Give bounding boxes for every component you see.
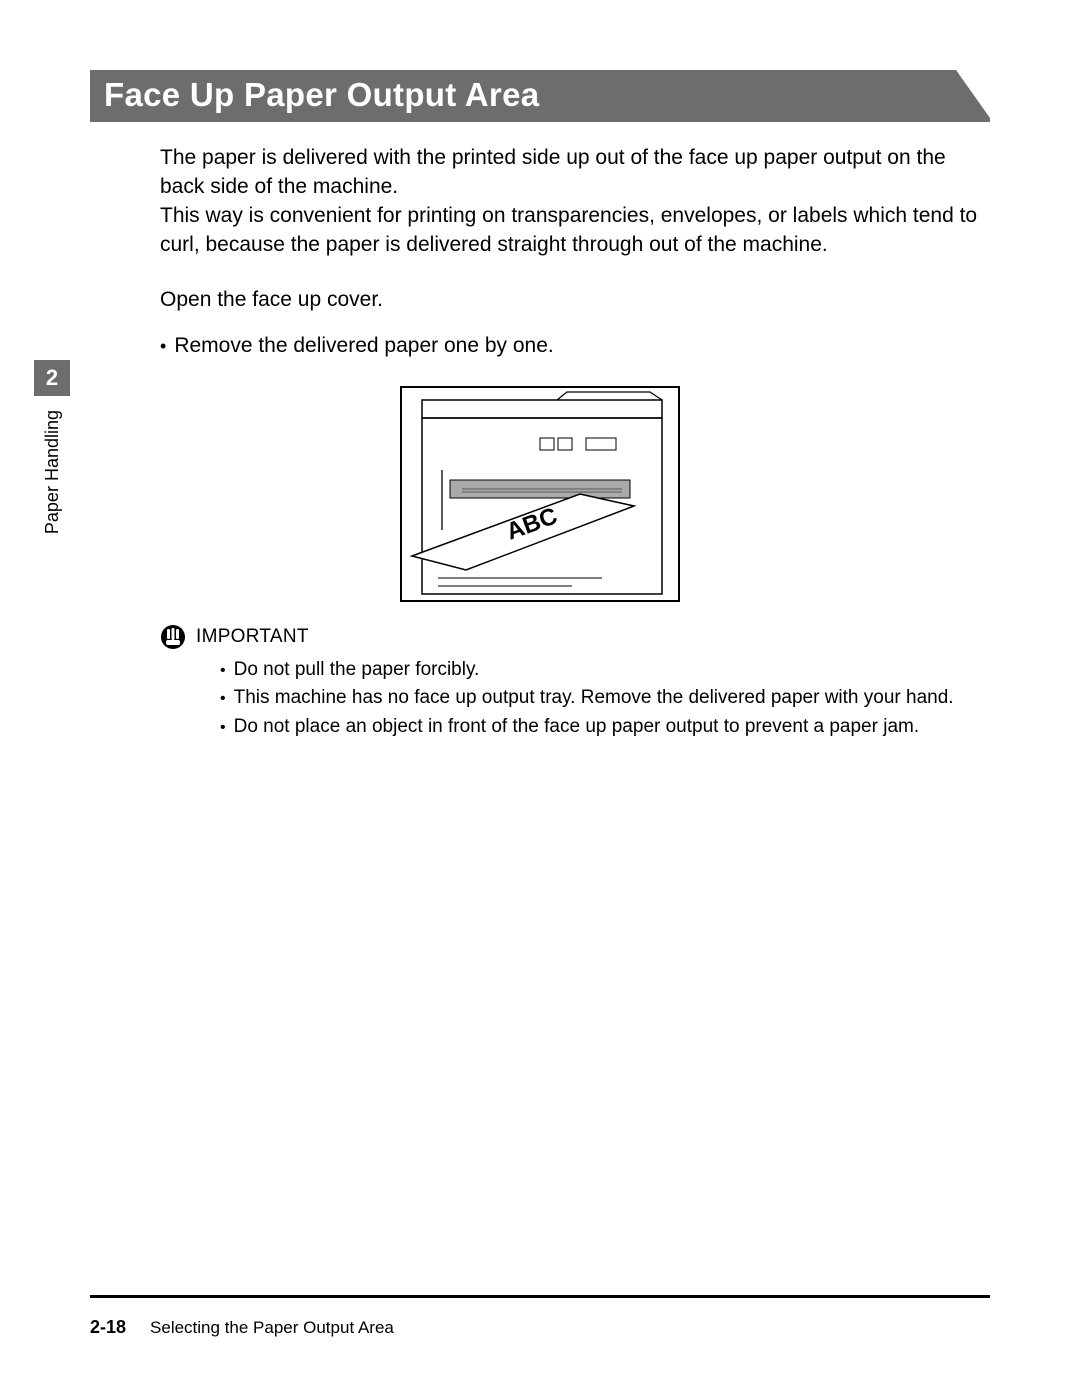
section-heading: Face Up Paper Output Area bbox=[90, 70, 990, 122]
important-callout: IMPORTANT bbox=[160, 624, 990, 650]
printer-illustration: ABC bbox=[402, 388, 682, 604]
chapter-title: Paper Handling bbox=[42, 410, 63, 534]
diagram-container: ABC bbox=[90, 386, 990, 602]
footer-rule bbox=[90, 1295, 990, 1298]
para1-text: The paper is delivered with the printed … bbox=[160, 146, 946, 198]
instruction-line: Open the face up cover. bbox=[160, 288, 990, 312]
chapter-number: 2 bbox=[34, 360, 70, 396]
page-number: 2-18 bbox=[90, 1317, 126, 1338]
intro-paragraph: The paper is delivered with the printed … bbox=[160, 144, 980, 260]
important-item: This machine has no face up output tray.… bbox=[220, 684, 990, 713]
important-list: Do not pull the paper forcibly. This mac… bbox=[220, 656, 990, 742]
important-title: IMPORTANT bbox=[196, 626, 309, 648]
heading-corner-accent bbox=[956, 70, 990, 118]
section-heading-text: Face Up Paper Output Area bbox=[104, 76, 539, 113]
important-icon bbox=[160, 624, 186, 650]
chapter-tab: 2 Paper Handling bbox=[34, 360, 70, 534]
manual-page: Face Up Paper Output Area The paper is d… bbox=[0, 0, 1080, 1388]
para2-text: This way is convenient for printing on t… bbox=[160, 204, 977, 256]
footer-section-title: Selecting the Paper Output Area bbox=[150, 1318, 394, 1338]
page-footer: 2-18 Selecting the Paper Output Area bbox=[90, 1317, 394, 1338]
printer-diagram: ABC bbox=[400, 386, 680, 602]
important-item: Do not place an object in front of the f… bbox=[220, 713, 990, 742]
important-item: Do not pull the paper forcibly. bbox=[220, 656, 990, 685]
main-bullet: Remove the delivered paper one by one. bbox=[160, 334, 990, 358]
